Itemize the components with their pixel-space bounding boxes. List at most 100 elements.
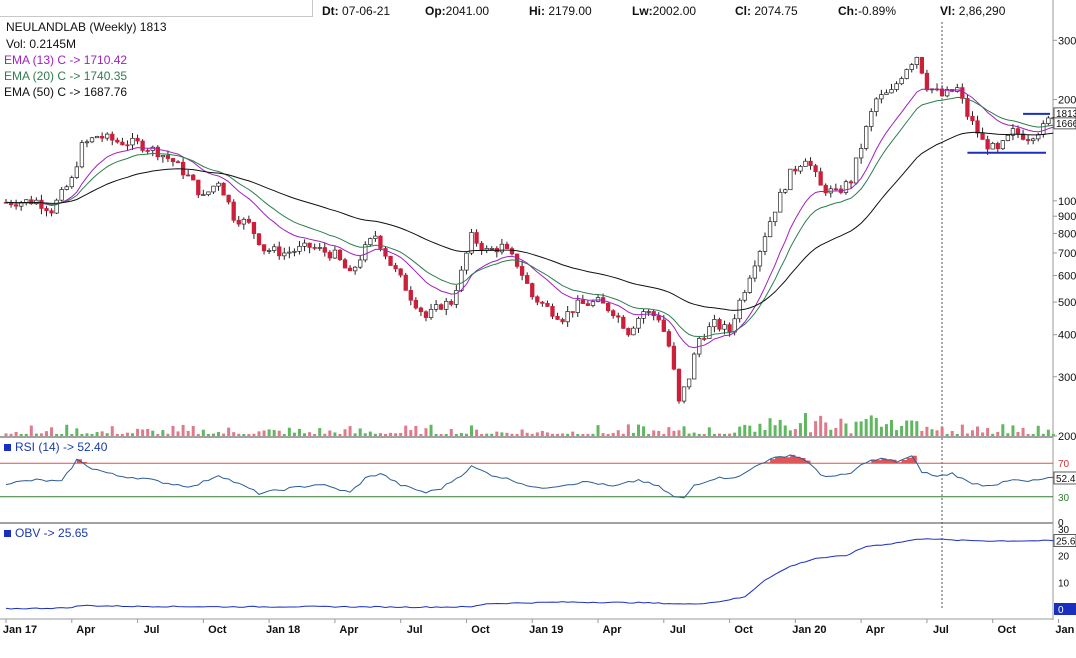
volume-bar (758, 423, 762, 436)
volume-bar (561, 433, 565, 436)
volume-bar (500, 432, 504, 436)
candle-body (899, 78, 904, 85)
candle-body (778, 191, 783, 213)
candle-body (69, 177, 74, 188)
candle-body (160, 155, 166, 158)
rsi-legend: RSI (14) -> 52.40 (4, 440, 107, 454)
volume-bar (662, 433, 666, 436)
volume-bar (156, 433, 160, 436)
candle-body (170, 158, 176, 163)
candle-body (909, 64, 914, 70)
candle-body (130, 137, 135, 146)
volume-bar (297, 428, 301, 436)
candle-body (504, 243, 510, 249)
volume-bar (530, 433, 534, 436)
volume-bar (217, 432, 221, 436)
candle-body (256, 233, 262, 245)
volume-bar (80, 433, 84, 436)
volume-bar (313, 433, 317, 436)
quote-volume: Vl: 2,86,290 (940, 4, 1005, 18)
candle-body (990, 143, 995, 150)
volume-bar (809, 432, 813, 436)
quote-change: Ch:-0.89% (838, 4, 896, 18)
candle-body (712, 319, 717, 328)
volume-bar (738, 426, 742, 436)
obv-last-label: 25.6 (1056, 537, 1076, 548)
rsi-panel: 0 30 70 52.40 (0, 454, 1076, 529)
volume-bar (459, 432, 463, 436)
candle-body (474, 232, 479, 244)
candle-body (590, 301, 596, 306)
volume-bar (318, 428, 322, 436)
volume-bar (55, 433, 59, 436)
candle-body (439, 304, 444, 310)
volume-bar (601, 433, 605, 436)
candle-body (272, 246, 277, 251)
volume-bar (424, 428, 428, 436)
time-tick-label: Apr (76, 624, 96, 636)
candle-body (1046, 117, 1051, 124)
volume-bar (449, 429, 453, 436)
candle-body (666, 331, 672, 347)
quote-open: Op:2041.00 (425, 4, 489, 18)
time-tick-label: Jul (144, 624, 160, 636)
candle-body (864, 126, 869, 149)
candle-body (555, 316, 560, 320)
candle-body (464, 252, 469, 271)
candle-body (221, 182, 226, 196)
volume-bar (409, 430, 413, 436)
obv-tick-label: 30 (1058, 525, 1070, 536)
candle-body (201, 194, 206, 196)
volume-bar (920, 430, 924, 436)
candle-body (530, 283, 535, 298)
candle-body (1025, 139, 1031, 141)
obv-line (5, 538, 1054, 610)
candle-body (995, 143, 1000, 150)
quote-date: Dt: 07-06-21 (322, 4, 390, 18)
volume-bar (728, 433, 732, 436)
volume-bar (829, 429, 833, 436)
volume-bar (682, 426, 686, 436)
volume-bar (910, 420, 914, 436)
volume-bar (890, 420, 893, 436)
ema-lines (5, 88, 1054, 349)
volume-bar (652, 430, 656, 436)
candle-body (894, 83, 899, 90)
volume-bar (105, 433, 109, 436)
volume-bar (181, 424, 185, 436)
candle-body (352, 266, 358, 272)
candle-body (347, 267, 353, 272)
candle-body (783, 189, 788, 193)
volume-bar (232, 432, 236, 436)
candle-body (251, 222, 257, 235)
price-tick-label: 400 (1058, 330, 1076, 342)
last-price-label: 1813 (1056, 109, 1076, 120)
candle-body (459, 269, 464, 291)
candle-body (302, 242, 307, 247)
candle-body (135, 137, 140, 142)
candle-body (191, 174, 196, 181)
volume-bar (196, 433, 200, 436)
candle-body (904, 69, 909, 79)
candle-body (924, 72, 930, 91)
candle-body (196, 179, 201, 196)
panel-frames (0, 0, 1054, 620)
volume-bar (986, 427, 990, 436)
candle-body (676, 368, 682, 402)
quote-volume-label: Vl: (940, 4, 956, 18)
volume-bar (115, 433, 119, 436)
candle-body (550, 306, 555, 317)
volume-bar (24, 433, 28, 436)
volume-bar (525, 432, 529, 436)
candle-body (656, 315, 661, 321)
candle-body (327, 251, 332, 259)
price-tick-label: 900 (1058, 211, 1076, 223)
candle-body (216, 182, 221, 187)
ema50-line (5, 131, 1054, 311)
volume-bar (864, 419, 868, 436)
volume-bar (637, 424, 640, 436)
symbol-search-box[interactable] (0, 0, 313, 17)
candle-body (874, 98, 879, 112)
volume-bar (647, 433, 651, 436)
